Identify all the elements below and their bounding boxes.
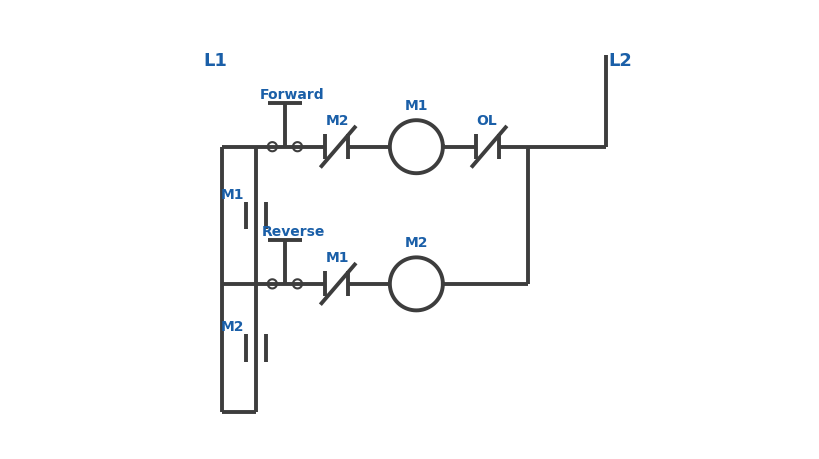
Text: M2: M2 bbox=[405, 235, 428, 250]
Text: L1: L1 bbox=[204, 52, 228, 70]
Text: M2: M2 bbox=[220, 319, 244, 334]
Text: Reverse: Reverse bbox=[262, 224, 325, 239]
Text: L2: L2 bbox=[609, 52, 632, 70]
Text: OL: OL bbox=[477, 114, 497, 128]
Text: Forward: Forward bbox=[260, 88, 324, 102]
Text: M1: M1 bbox=[326, 251, 350, 265]
Text: M1: M1 bbox=[220, 187, 244, 201]
Text: M1: M1 bbox=[405, 99, 428, 113]
Text: M2: M2 bbox=[326, 114, 350, 128]
